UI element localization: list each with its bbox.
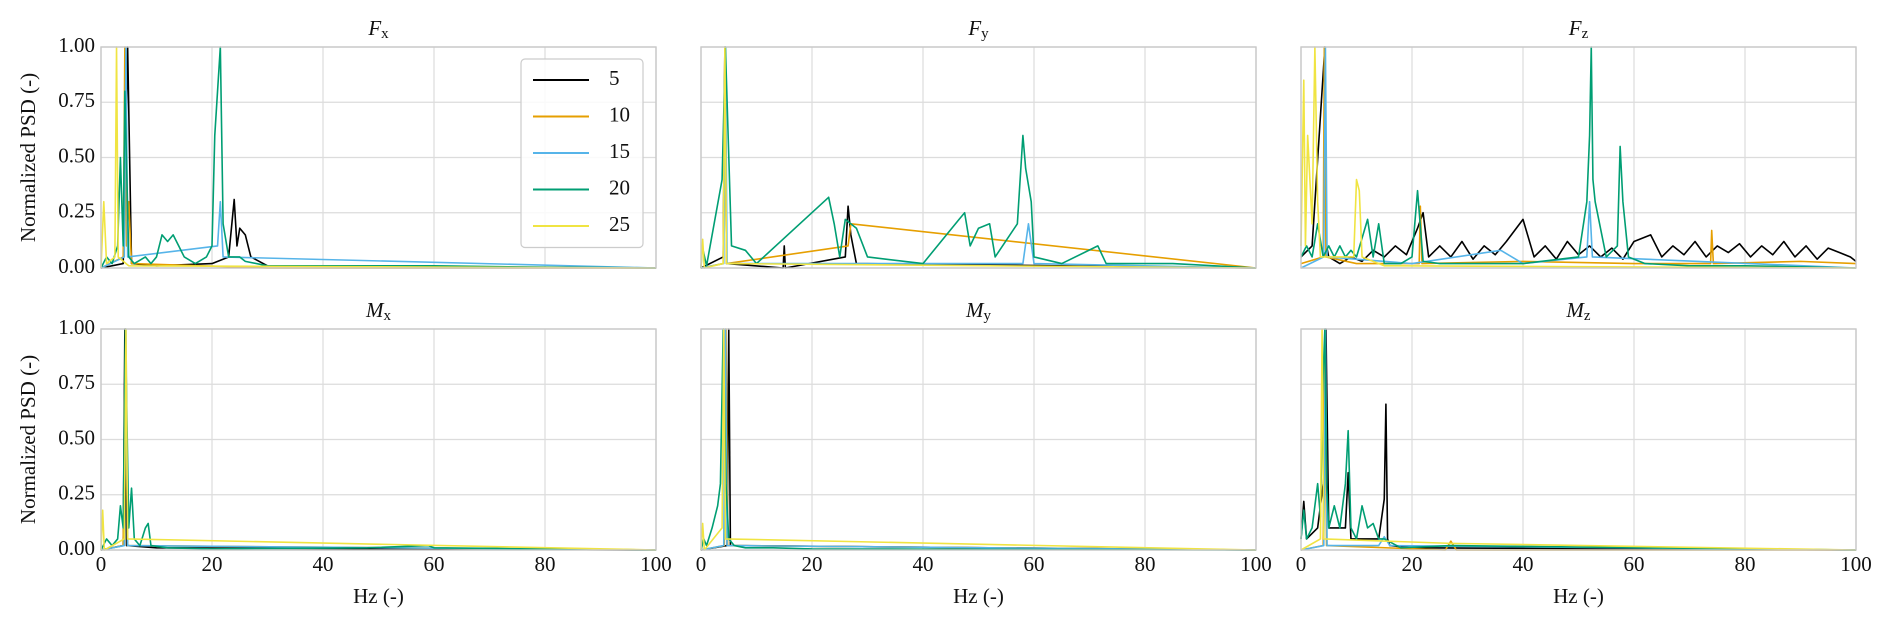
y-tick-label: 0.50 [58, 425, 95, 449]
legend-label: 25 [609, 212, 630, 236]
x-tick-label: 80 [1135, 552, 1156, 576]
title-sub: y [981, 26, 989, 42]
subplot-title: My [965, 298, 992, 325]
x-tick-label: 0 [96, 552, 107, 576]
series-line [1300, 46, 1857, 265]
y-tick-label: 0.25 [58, 199, 95, 223]
y-tick-label: 1.00 [58, 315, 95, 339]
plot-frame [1300, 328, 1857, 551]
legend-label: 20 [609, 175, 630, 199]
title-main: M [1565, 298, 1585, 322]
series-line [1300, 46, 1857, 265]
series-line [700, 46, 1257, 269]
y-tick-label: 0.75 [58, 370, 95, 394]
title-sub: x [384, 308, 392, 324]
x-tick-label: 60 [1024, 552, 1045, 576]
plot-frame [1300, 46, 1857, 269]
subplot: 0 20 40 60 80 100 0.00 0.25 0.50 0.75 1.00 Mx Normal… [16, 298, 672, 608]
legend-label: 10 [609, 102, 630, 126]
subplot-title: Mz [1565, 298, 1591, 325]
x-tick-label: 60 [1624, 552, 1645, 576]
x-tick-label: 40 [913, 552, 934, 576]
series-line [100, 46, 657, 269]
x-tick-label: 20 [202, 552, 223, 576]
title-main: F [967, 16, 981, 40]
series-line [700, 328, 1257, 551]
plot-frame [700, 328, 1257, 551]
legend-label: 5 [609, 66, 620, 90]
plot-frame [700, 46, 1257, 269]
x-axis-label: Hz (-) [1553, 584, 1604, 608]
plot-frame [100, 46, 657, 269]
title-sub: y [984, 308, 992, 324]
x-tick-label: 40 [313, 552, 334, 576]
series-line [1300, 46, 1857, 269]
y-tick-label: 0.00 [58, 536, 95, 560]
title-sub: x [381, 26, 389, 42]
subplot-title: Mx [365, 298, 392, 325]
plot-frame [100, 328, 657, 551]
series-line [100, 328, 657, 551]
series-line [1300, 46, 1857, 269]
x-tick-label: 60 [424, 552, 445, 576]
title-main: M [965, 298, 985, 322]
y-tick-label: 1.00 [58, 33, 95, 57]
title-sub: z [1584, 308, 1591, 324]
y-tick-label: 0.25 [58, 481, 95, 505]
series-line [700, 46, 1257, 269]
x-tick-label: 100 [1240, 552, 1272, 576]
legend-label: 15 [609, 139, 630, 163]
subplot: Fz [1300, 16, 1857, 269]
x-tick-label: 0 [696, 552, 707, 576]
x-tick-label: 80 [1735, 552, 1756, 576]
x-tick-label: 40 [1513, 552, 1534, 576]
x-axis-label: Hz (-) [953, 584, 1004, 608]
subplot-title: Fy [967, 16, 989, 43]
subplot: 0 20 40 60 80 100 Mz Hz (-) [1296, 298, 1872, 608]
title-main: F [1568, 16, 1582, 40]
x-tick-label: 100 [640, 552, 672, 576]
x-tick-label: 20 [802, 552, 823, 576]
x-tick-label: 80 [535, 552, 556, 576]
legend: 5 10 15 20 25 [520, 58, 644, 249]
subplot: 0.00 0.25 0.50 0.75 1.00 Fx Normalized PSD (-)… [16, 16, 657, 278]
y-tick-label: 0.75 [58, 88, 95, 112]
series-line [100, 328, 657, 551]
x-tick-label: 0 [1296, 552, 1307, 576]
subplot-title: Fz [1568, 16, 1589, 43]
title-main: M [365, 298, 385, 322]
series-line [1300, 328, 1857, 551]
x-tick-label: 20 [1402, 552, 1423, 576]
subplot: Fy [700, 16, 1257, 269]
y-axis-label: Normalized PSD (-) [16, 355, 40, 524]
title-main: F [367, 16, 381, 40]
series-line [1300, 328, 1857, 551]
y-tick-label: 0.50 [58, 143, 95, 167]
y-axis-label: Normalized PSD (-) [16, 73, 40, 242]
x-axis-label: Hz (-) [353, 584, 404, 608]
series-line [100, 46, 657, 269]
x-tick-label: 100 [1840, 552, 1872, 576]
subplot-title: Fx [367, 16, 389, 43]
series-line [100, 46, 657, 269]
y-tick-label: 0.00 [58, 254, 95, 278]
subplot: 0 20 40 60 80 100 My Hz (-) [696, 298, 1272, 608]
title-sub: z [1582, 26, 1589, 42]
series-line [100, 46, 657, 269]
